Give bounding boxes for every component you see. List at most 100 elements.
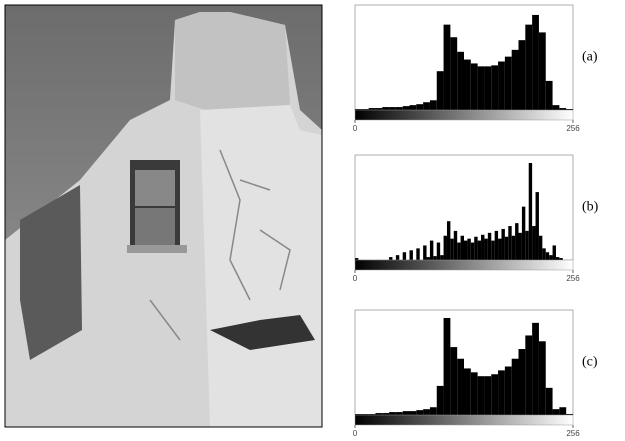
histogram-bar xyxy=(536,192,539,260)
histogram-bar xyxy=(549,255,552,260)
histogram-bar xyxy=(444,236,447,260)
histogram-bar xyxy=(484,66,491,110)
photo xyxy=(5,5,322,427)
histogram-bar xyxy=(532,323,539,415)
histogram-bar xyxy=(382,413,389,415)
histogram-bar xyxy=(457,359,464,415)
histogram-bar xyxy=(478,376,485,415)
histogram-bar xyxy=(440,255,443,260)
histogram-bar xyxy=(437,71,444,110)
histogram-bar xyxy=(396,255,399,260)
histogram-bar xyxy=(559,258,562,260)
histogram-bar xyxy=(553,105,560,110)
histogram-bar xyxy=(444,318,451,415)
histogram-bar xyxy=(437,386,444,415)
histogram-bar xyxy=(484,376,491,415)
histogram-bar xyxy=(396,107,403,110)
histogram-bar xyxy=(525,25,532,110)
x-tick-label: 256 xyxy=(566,124,580,133)
x-tick-label: 256 xyxy=(566,274,580,283)
histogram-bar xyxy=(553,409,560,415)
histogram-bar xyxy=(512,50,519,110)
histogram-bar xyxy=(559,407,566,415)
x-tick-label: 0 xyxy=(353,124,358,133)
histogram-bar xyxy=(471,243,474,260)
histogram-bar xyxy=(450,239,453,260)
histogram-bar xyxy=(471,63,478,110)
page: {"chart_data": [ {"type": "histogram", "… xyxy=(0,0,625,441)
histogram-bar xyxy=(461,236,464,260)
x-tick-label: 0 xyxy=(353,274,358,283)
histogram-bar xyxy=(515,223,518,260)
histogram-bar xyxy=(501,229,504,260)
histogram-bar xyxy=(553,245,556,260)
histogram-bar xyxy=(430,241,433,260)
x-tick-label: 256 xyxy=(566,429,580,438)
histogram-bar xyxy=(542,248,545,260)
histogram-bar xyxy=(423,102,430,110)
histogram-bar xyxy=(505,57,512,110)
histogram-bar xyxy=(505,237,508,260)
histogram-bar xyxy=(423,409,430,415)
histogram-bar xyxy=(457,52,464,110)
intensity-ramp xyxy=(355,415,573,425)
histogram-bar xyxy=(450,37,457,110)
histogram-bar xyxy=(478,241,481,260)
histogram-bar xyxy=(403,252,406,260)
histogram-bar xyxy=(556,257,559,260)
histogram-bar xyxy=(546,252,549,260)
histogram-bar xyxy=(498,62,505,111)
histogram-bar xyxy=(447,221,450,260)
histogram-bar xyxy=(491,65,498,110)
histogram-bar xyxy=(519,233,522,260)
histogram-bar xyxy=(437,243,440,260)
histogram-bar xyxy=(450,347,457,415)
figure: 0 256 (a) 0 256 (b) 0 256 (c) xyxy=(0,0,625,441)
histogram-bar xyxy=(512,359,519,415)
histogram-bar xyxy=(539,341,546,415)
histogram-bar xyxy=(416,248,419,260)
histogram-bar xyxy=(532,226,535,260)
histogram-bar xyxy=(519,349,526,415)
intensity-ramp xyxy=(355,110,573,120)
histogram-bar xyxy=(389,412,396,415)
histogram-bar xyxy=(375,413,382,415)
histogram-bar xyxy=(416,104,423,110)
histogram-bar xyxy=(396,412,403,415)
panel-label: (a) xyxy=(582,50,598,65)
histogram-bar xyxy=(454,231,457,260)
histogram-bar xyxy=(508,226,511,260)
histogram-bar xyxy=(481,235,484,260)
histogram-bar xyxy=(498,370,505,415)
histogram-bar xyxy=(389,257,392,260)
histogram-bar xyxy=(375,108,382,110)
panel-label: (b) xyxy=(582,200,599,215)
histogram-bar xyxy=(474,237,477,260)
histogram-bar xyxy=(491,241,494,260)
histogram-bar xyxy=(464,368,471,415)
histogram-bar xyxy=(410,250,413,260)
histogram-bar xyxy=(467,239,470,260)
histogram-bar xyxy=(491,374,498,415)
histogram-bar xyxy=(389,107,396,110)
histogram-bar xyxy=(546,81,553,110)
histogram-bar xyxy=(522,207,525,260)
histogram-bar xyxy=(430,100,437,110)
histogram-bar xyxy=(416,410,423,415)
histogram-bar xyxy=(525,231,528,260)
histogram-bar xyxy=(464,60,471,110)
histogram-bar xyxy=(488,233,491,260)
histogram-bar xyxy=(559,108,566,110)
histogram-bar xyxy=(478,66,485,110)
histogram-bar xyxy=(355,258,358,260)
histogram-bar xyxy=(519,40,526,110)
histogram-bar xyxy=(423,245,426,260)
histogram-bar xyxy=(512,236,515,260)
histogram-bar xyxy=(403,411,410,415)
histogram-bar xyxy=(525,335,532,415)
histogram-bar xyxy=(403,106,410,110)
histogram-bar xyxy=(382,107,389,110)
x-tick-label: 0 xyxy=(353,429,358,438)
panel-label: (c) xyxy=(582,355,598,370)
histogram-bar xyxy=(430,407,437,415)
